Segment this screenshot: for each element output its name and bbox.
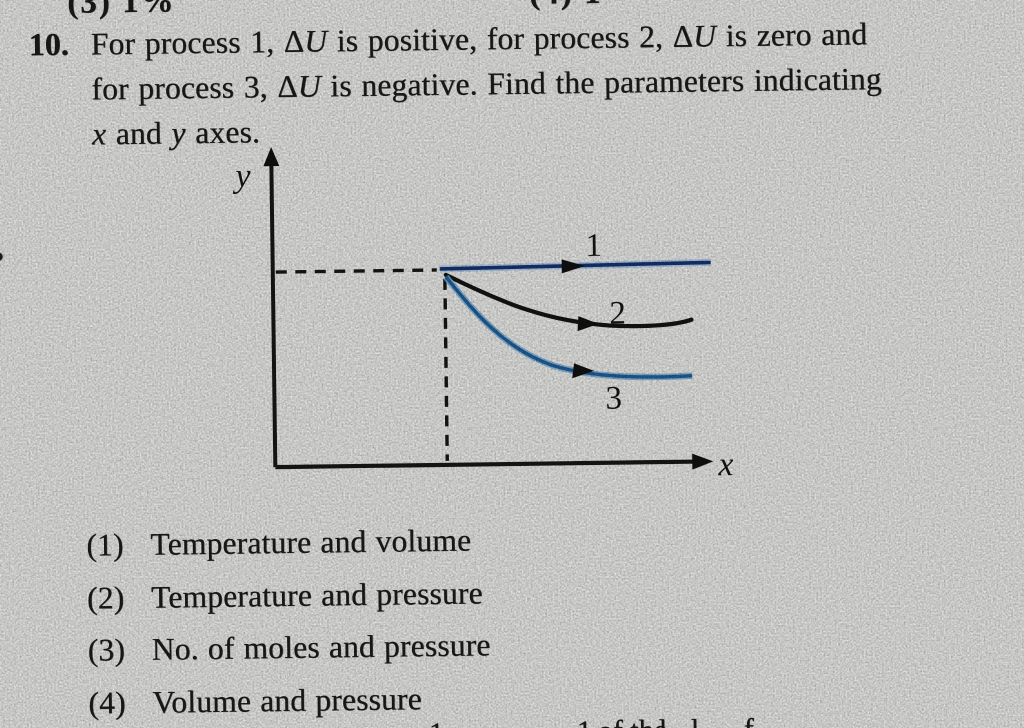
dashed-horizontal-line bbox=[275, 268, 437, 274]
option-3-text: No. of moles and pressure bbox=[151, 627, 491, 667]
cropped-next-line-fragment: l bbox=[659, 714, 668, 728]
y-axis-arrow-icon bbox=[263, 147, 280, 167]
dashed-vertical-line bbox=[443, 278, 449, 461]
option-2-number: (2) bbox=[86, 579, 125, 616]
cropped-next-line-fragment: 1 bbox=[577, 715, 592, 728]
option-1-text: Temperature and volume bbox=[150, 522, 472, 562]
option-1: (1) Temperature and volume bbox=[86, 522, 489, 580]
process-1-label: 1 bbox=[585, 228, 602, 264]
cropped-next-line-fragment: 1 bbox=[429, 717, 444, 728]
x-axis-line bbox=[275, 459, 700, 470]
process-2-label: 2 bbox=[609, 296, 626, 332]
x-axis-label: x bbox=[717, 446, 734, 483]
options-list: (1) Temperature and volume (2) Temperatu… bbox=[86, 522, 492, 728]
option-3: (3) No. of moles and pressure bbox=[87, 627, 490, 685]
process-1-arrow-icon bbox=[561, 259, 585, 274]
y-axis-line bbox=[269, 161, 278, 468]
cropped-next-line-fragment: f bbox=[744, 713, 754, 728]
x-axis-arrow-icon bbox=[692, 453, 714, 470]
option-2-text: Temperature and pressure bbox=[150, 574, 483, 615]
option-1-number: (1) bbox=[86, 527, 124, 563]
y-axis-label: y bbox=[232, 157, 251, 194]
option-4-text: Volume and pressure bbox=[152, 680, 423, 720]
option-3-number: (3) bbox=[87, 632, 126, 668]
option-2: (2) Temperature and pressure bbox=[87, 575, 490, 633]
process-2-arrow-icon bbox=[577, 316, 599, 332]
cropped-next-line-fragment: of the bbox=[598, 714, 668, 728]
cropped-next-line-fragment: l bbox=[691, 714, 700, 728]
option-4-number: (4) bbox=[88, 684, 126, 721]
process-3-label: 3 bbox=[605, 381, 622, 417]
